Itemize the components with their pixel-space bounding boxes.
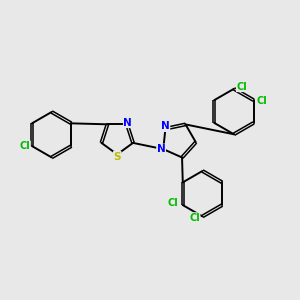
Text: Cl: Cl xyxy=(236,82,247,92)
Text: Cl: Cl xyxy=(189,213,200,223)
Text: S: S xyxy=(113,152,121,162)
Text: N: N xyxy=(161,122,170,131)
Text: N: N xyxy=(157,144,166,154)
Text: Cl: Cl xyxy=(256,97,267,106)
Text: N: N xyxy=(124,118,132,128)
Text: Cl: Cl xyxy=(20,141,30,151)
Text: Cl: Cl xyxy=(168,198,178,208)
